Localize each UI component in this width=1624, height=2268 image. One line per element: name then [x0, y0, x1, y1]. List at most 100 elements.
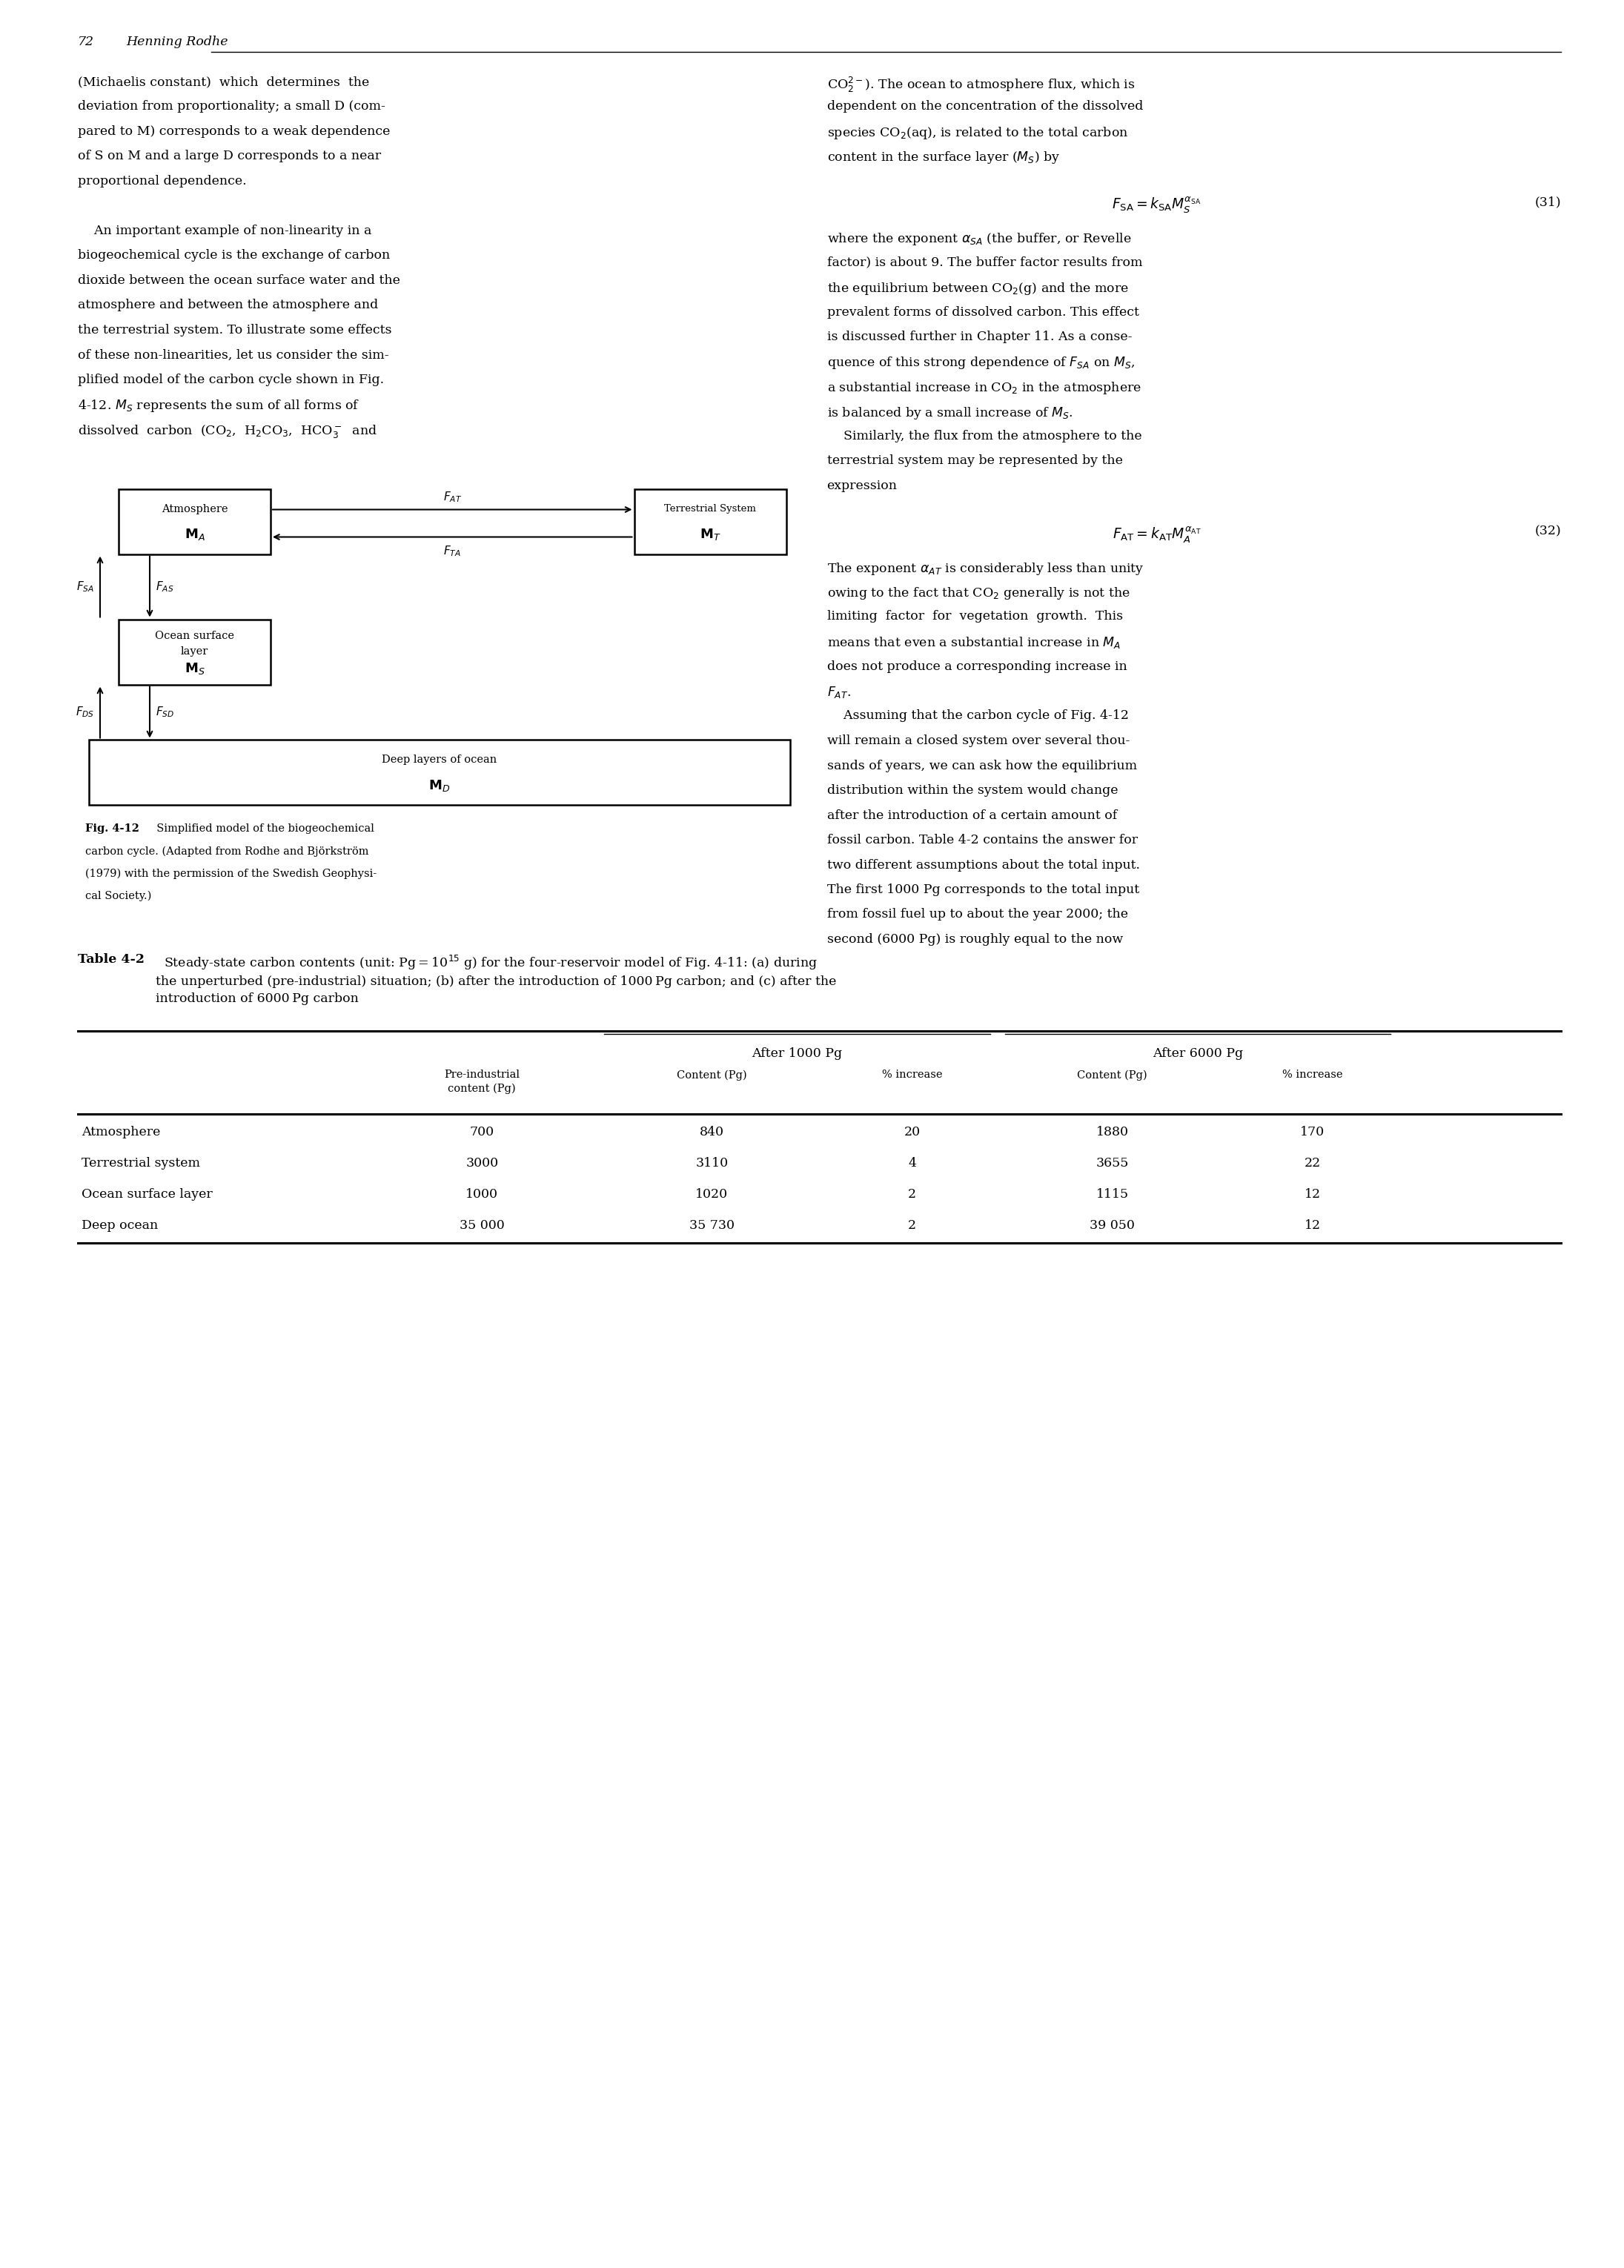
Text: a substantial increase in CO$_2$ in the atmosphere: a substantial increase in CO$_2$ in the … — [827, 381, 1142, 397]
Text: from fossil fuel up to about the year 2000; the: from fossil fuel up to about the year 20… — [827, 907, 1127, 921]
Text: Steady-state carbon contents (unit: Pg = 10$^{15}$ g) for the four-reservoir mod: Steady-state carbon contents (unit: Pg =… — [156, 953, 836, 1005]
Text: $F_{SA}$: $F_{SA}$ — [76, 581, 94, 594]
Text: layer: layer — [180, 646, 208, 658]
Text: (1979) with the permission of the Swedish Geophysi-: (1979) with the permission of the Swedis… — [84, 869, 377, 880]
Text: 35 000: 35 000 — [460, 1220, 505, 1232]
Text: (31): (31) — [1535, 195, 1561, 209]
Text: % increase: % increase — [1283, 1070, 1343, 1080]
Text: Terrestrial System: Terrestrial System — [664, 503, 757, 513]
Text: The exponent $\alpha_{AT}$ is considerably less than unity: The exponent $\alpha_{AT}$ is considerab… — [827, 560, 1143, 576]
Text: Deep layers of ocean: Deep layers of ocean — [382, 755, 497, 764]
Text: 1115: 1115 — [1096, 1188, 1129, 1202]
Text: Content (Pg): Content (Pg) — [677, 1070, 747, 1080]
Bar — [119, 619, 271, 685]
Text: Assuming that the carbon cycle of Fig. 4-12: Assuming that the carbon cycle of Fig. 4… — [827, 710, 1129, 721]
Text: (Michaelis constant)  which  determines  the: (Michaelis constant) which determines th… — [78, 75, 369, 88]
Text: Terrestrial system: Terrestrial system — [81, 1157, 200, 1170]
Text: species CO$_2$(aq), is related to the total carbon: species CO$_2$(aq), is related to the to… — [827, 125, 1129, 141]
Text: 22: 22 — [1304, 1157, 1320, 1170]
Text: two different assumptions about the total input.: two different assumptions about the tota… — [827, 860, 1140, 871]
Text: prevalent forms of dissolved carbon. This effect: prevalent forms of dissolved carbon. Thi… — [827, 306, 1138, 318]
Text: $F_{AT}$: $F_{AT}$ — [443, 490, 461, 503]
Text: does not produce a corresponding increase in: does not produce a corresponding increas… — [827, 660, 1127, 674]
Text: 72: 72 — [78, 36, 94, 48]
Text: dioxide between the ocean surface water and the: dioxide between the ocean surface water … — [78, 274, 400, 286]
Text: distribution within the system would change: distribution within the system would cha… — [827, 785, 1117, 796]
Text: 4: 4 — [908, 1157, 916, 1170]
Text: biogeochemical cycle is the exchange of carbon: biogeochemical cycle is the exchange of … — [78, 249, 390, 263]
Text: 1880: 1880 — [1096, 1127, 1129, 1139]
Text: 1020: 1020 — [695, 1188, 728, 1202]
Text: of S on M and a large D corresponds to a near: of S on M and a large D corresponds to a… — [78, 150, 382, 163]
Text: cal Society.): cal Society.) — [84, 891, 151, 900]
Text: will remain a closed system over several thou-: will remain a closed system over several… — [827, 735, 1130, 746]
Text: 20: 20 — [905, 1127, 921, 1139]
Text: 3655: 3655 — [1096, 1157, 1129, 1170]
Text: $\mathbf{M}_D$: $\mathbf{M}_D$ — [429, 778, 450, 794]
Text: dissolved  carbon  (CO$_2$,  H$_2$CO$_3$,  HCO$_3^-$  and: dissolved carbon (CO$_2$, H$_2$CO$_3$, H… — [78, 424, 377, 440]
Text: 2: 2 — [908, 1220, 916, 1232]
Text: is discussed further in Chapter 11. As a conse-: is discussed further in Chapter 11. As a… — [827, 331, 1132, 342]
Text: content in the surface layer ($M_S$) by: content in the surface layer ($M_S$) by — [827, 150, 1060, 166]
Bar — [633, 490, 786, 553]
Text: 4-12. $M_S$ represents the sum of all forms of: 4-12. $M_S$ represents the sum of all fo… — [78, 399, 361, 415]
Text: dependent on the concentration of the dissolved: dependent on the concentration of the di… — [827, 100, 1143, 113]
Text: Atmosphere: Atmosphere — [161, 503, 227, 515]
Text: 3110: 3110 — [695, 1157, 728, 1170]
Text: means that even a substantial increase in $M_A$: means that even a substantial increase i… — [827, 635, 1121, 651]
Text: of these non-linearities, let us consider the sim-: of these non-linearities, let us conside… — [78, 349, 388, 361]
Text: 1000: 1000 — [466, 1188, 499, 1202]
Text: (32): (32) — [1535, 526, 1561, 538]
Text: Ocean surface: Ocean surface — [154, 631, 234, 642]
Text: An important example of non-linearity in a: An important example of non-linearity in… — [78, 225, 372, 238]
Text: the terrestrial system. To illustrate some effects: the terrestrial system. To illustrate so… — [78, 324, 391, 336]
Text: 170: 170 — [1301, 1127, 1325, 1139]
Text: $\mathbf{M}_S$: $\mathbf{M}_S$ — [184, 662, 205, 676]
Text: Atmosphere: Atmosphere — [81, 1127, 161, 1139]
Text: deviation from proportionality; a small D (com-: deviation from proportionality; a small … — [78, 100, 385, 113]
Text: 700: 700 — [469, 1127, 494, 1139]
Text: Henning Rodhe: Henning Rodhe — [127, 36, 227, 48]
Text: Similarly, the flux from the atmosphere to the: Similarly, the flux from the atmosphere … — [827, 431, 1142, 442]
Text: 12: 12 — [1304, 1188, 1320, 1202]
Text: % increase: % increase — [882, 1070, 942, 1080]
Text: $\mathbf{M}_A$: $\mathbf{M}_A$ — [184, 526, 205, 542]
Text: CO$_2^{2-}$). The ocean to atmosphere flux, which is: CO$_2^{2-}$). The ocean to atmosphere fl… — [827, 75, 1135, 95]
Text: $F_{\mathrm{SA}} = k_{\mathrm{SA}} M_S^{\alpha_{\mathrm{SA}}}$: $F_{\mathrm{SA}} = k_{\mathrm{SA}} M_S^{… — [1112, 195, 1202, 215]
Text: $F_{\mathrm{AT}} = k_{\mathrm{AT}} M_A^{\alpha_{\mathrm{AT}}}$: $F_{\mathrm{AT}} = k_{\mathrm{AT}} M_A^{… — [1112, 526, 1202, 544]
Text: Simplified model of the biogeochemical: Simplified model of the biogeochemical — [149, 823, 374, 835]
Text: after the introduction of a certain amount of: after the introduction of a certain amou… — [827, 810, 1117, 821]
Text: expression: expression — [827, 479, 896, 492]
Text: limiting  factor  for  vegetation  growth.  This: limiting factor for vegetation growth. T… — [827, 610, 1122, 624]
Text: quence of this strong dependence of $F_{SA}$ on $M_S$,: quence of this strong dependence of $F_{… — [827, 356, 1135, 372]
Text: 840: 840 — [700, 1127, 724, 1139]
Text: 35 730: 35 730 — [689, 1220, 734, 1232]
Text: carbon cycle. (Adapted from Rodhe and Björkström: carbon cycle. (Adapted from Rodhe and Bj… — [84, 846, 369, 857]
Text: 12: 12 — [1304, 1220, 1320, 1232]
Text: $F_{DS}$: $F_{DS}$ — [75, 705, 94, 719]
Text: Content (Pg): Content (Pg) — [1077, 1070, 1148, 1080]
Text: sands of years, we can ask how the equilibrium: sands of years, we can ask how the equil… — [827, 760, 1137, 771]
Text: Deep ocean: Deep ocean — [81, 1220, 158, 1232]
Text: $\mathbf{M}_T$: $\mathbf{M}_T$ — [700, 526, 721, 542]
Text: Fig. 4-12: Fig. 4-12 — [84, 823, 140, 835]
Text: owing to the fact that CO$_2$ generally is not the: owing to the fact that CO$_2$ generally … — [827, 585, 1130, 601]
Text: $F_{SD}$: $F_{SD}$ — [156, 705, 174, 719]
Text: Table 4-2: Table 4-2 — [78, 953, 145, 966]
Bar — [119, 490, 271, 553]
Text: factor) is about 9. The buffer factor results from: factor) is about 9. The buffer factor re… — [827, 256, 1142, 268]
Text: is balanced by a small increase of $M_S$.: is balanced by a small increase of $M_S$… — [827, 406, 1072, 420]
Text: the equilibrium between CO$_2$(g) and the more: the equilibrium between CO$_2$(g) and th… — [827, 281, 1129, 297]
Text: atmosphere and between the atmosphere and: atmosphere and between the atmosphere an… — [78, 299, 378, 311]
Text: 39 050: 39 050 — [1090, 1220, 1135, 1232]
Text: The first 1000 Pg corresponds to the total input: The first 1000 Pg corresponds to the tot… — [827, 885, 1138, 896]
Text: proportional dependence.: proportional dependence. — [78, 175, 247, 188]
Text: where the exponent $\alpha_{SA}$ (the buffer, or Revelle: where the exponent $\alpha_{SA}$ (the bu… — [827, 231, 1132, 247]
Text: second (6000 Pg) is roughly equal to the now: second (6000 Pg) is roughly equal to the… — [827, 932, 1122, 946]
Bar — [89, 739, 789, 805]
Text: pared to M) corresponds to a weak dependence: pared to M) corresponds to a weak depend… — [78, 125, 390, 138]
Text: plified model of the carbon cycle shown in Fig.: plified model of the carbon cycle shown … — [78, 374, 383, 386]
Text: 3000: 3000 — [466, 1157, 499, 1170]
Text: After 1000 Pg: After 1000 Pg — [752, 1048, 843, 1059]
Text: After 6000 Pg: After 6000 Pg — [1153, 1048, 1242, 1059]
